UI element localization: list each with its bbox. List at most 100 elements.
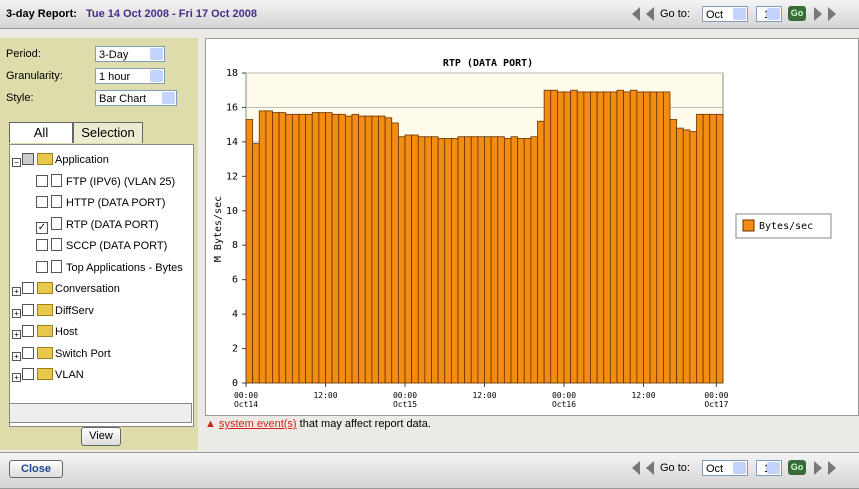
bar (616, 89, 625, 384)
bar (417, 136, 426, 384)
y-tick-label: 10 (226, 206, 238, 217)
tree-label: SCCP (DATA PORT) (66, 240, 168, 252)
close-button[interactable]: Close (9, 460, 63, 478)
bar (351, 113, 360, 384)
expander: − (12, 158, 21, 167)
day-input[interactable]: 14 (756, 460, 782, 476)
tree-label: Application (55, 154, 109, 166)
expander: + (12, 287, 21, 296)
chart: RTP (DATA PORT) M Bytes/sec 0 2 4 6 8 10 12 14 1… (213, 58, 832, 389)
last-page[interactable] (828, 7, 836, 21)
bar (404, 134, 413, 384)
field-select[interactable]: 3-Day (95, 46, 165, 62)
bar (643, 91, 651, 384)
bar (636, 91, 644, 384)
y-tick-label: 0 (232, 378, 238, 389)
bar (464, 136, 472, 384)
bar (523, 138, 532, 384)
go-button[interactable]: Go (788, 6, 806, 21)
month-select[interactable]: Oct (702, 6, 748, 22)
bar (431, 136, 439, 384)
bar (245, 119, 254, 384)
tree-row[interactable]: + VLAN (12, 367, 84, 383)
tree-label: DiffServ (55, 304, 94, 317)
doc-icon (51, 238, 62, 251)
checkbox (22, 325, 34, 337)
tree: − Application FTP (IPV6) (VLAN 25) HTTP (DA… (9, 144, 194, 427)
y-tick-label: 4 (232, 309, 238, 320)
bar (510, 136, 519, 384)
bar (537, 120, 545, 384)
go-button[interactable]: Go (788, 460, 806, 475)
tree-label: VLAN (55, 369, 84, 381)
view-button[interactable]: View (81, 427, 121, 446)
tree-row[interactable]: + DiffServ (12, 303, 94, 319)
system-events-link[interactable]: system event(s) (218, 418, 297, 430)
month-select[interactable]: Oct (702, 460, 748, 476)
tab[interactable]: Selection (73, 122, 143, 143)
tree-row[interactable]: + Host (12, 324, 78, 340)
scrollbar (9, 403, 192, 423)
tree-label: Top Applications - Bytes (66, 261, 183, 274)
folder-icon (37, 303, 53, 316)
doc-icon (51, 259, 62, 273)
bar (603, 91, 611, 384)
doc-icon (51, 195, 62, 208)
y-tick-label: 8 (232, 240, 238, 251)
bar (530, 136, 538, 384)
first-page[interactable] (632, 7, 640, 21)
tree-row[interactable]: − Application (12, 152, 109, 168)
bar (391, 122, 399, 384)
prev-page[interactable] (646, 461, 654, 475)
next-page[interactable] (814, 7, 822, 21)
bar (503, 138, 512, 384)
prev-page[interactable] (646, 7, 654, 21)
bar (272, 112, 280, 384)
tree-row[interactable]: ✓ RTP (DATA PORT) (36, 216, 159, 234)
bar (298, 113, 307, 384)
tree-row[interactable]: Top Applications - Bytes (36, 259, 183, 276)
y-tick-label: 2 (232, 344, 238, 355)
field-select[interactable]: 1 hour (95, 68, 165, 84)
first-page[interactable] (632, 461, 640, 475)
bar (715, 113, 724, 384)
legend-swatch (742, 219, 755, 232)
tree-row[interactable]: SCCP (DATA PORT) (36, 238, 167, 254)
doc-icon (51, 173, 62, 187)
bar (609, 91, 618, 384)
bar (543, 89, 552, 384)
folder-icon (37, 153, 53, 165)
header-label: 3-day Report: (6, 8, 77, 20)
field-label: Period: (6, 48, 41, 60)
y-tick-label: 12 (226, 171, 238, 182)
tree-row[interactable]: HTTP (DATA PORT) (36, 195, 165, 211)
x-tick-label: 12:00 (472, 391, 497, 400)
last-page[interactable] (828, 461, 836, 475)
y-tick-label: 6 (232, 275, 238, 286)
goto-label: Go to: (660, 8, 690, 20)
bar (457, 136, 466, 384)
tab[interactable]: All (9, 122, 73, 143)
tree-row[interactable]: + Conversation (12, 281, 120, 297)
header-bar: 3-day Report: Tue 14 Oct 2008 - Fri 17 O… (0, 0, 859, 29)
tree-row[interactable]: + Switch Port (12, 346, 111, 362)
bar (278, 112, 287, 384)
next-page[interactable] (814, 461, 822, 475)
tree-label: Conversation (55, 283, 120, 295)
bar (358, 115, 366, 384)
tree-label: Switch Port (55, 347, 111, 360)
bar (517, 138, 525, 384)
checkbox (22, 303, 34, 316)
tree-label: FTP (IPV6) (VLAN 25) (66, 175, 176, 188)
sidebar: Period: 3-Day Granularity: 1 hour Style: Bar … (0, 38, 198, 450)
checkbox (22, 346, 34, 359)
day-input[interactable]: 14 (756, 6, 782, 22)
y-tick-label: 18 (226, 68, 238, 79)
tree-row[interactable]: FTP (IPV6) (VLAN 25) (36, 173, 176, 190)
bar (556, 91, 565, 384)
warning-icon: ▲ (205, 418, 216, 430)
x-tick-label: 12:00 (313, 391, 338, 400)
bar (265, 110, 273, 384)
field-select[interactable]: Bar Chart (95, 90, 177, 106)
